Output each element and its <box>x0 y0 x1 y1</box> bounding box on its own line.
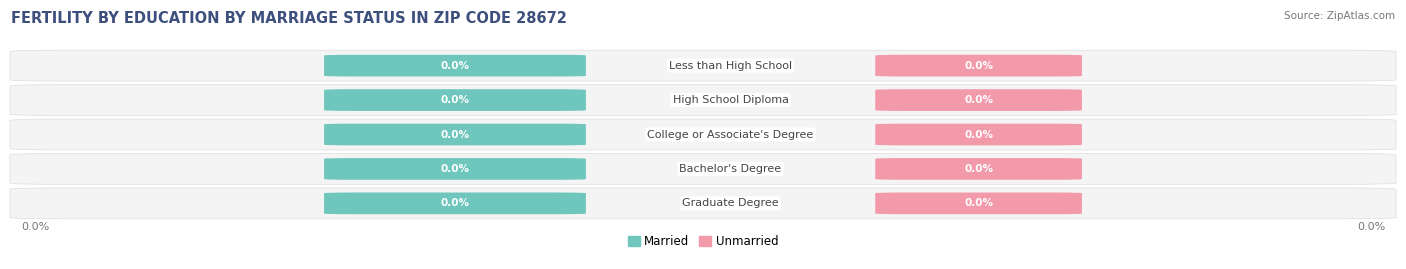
Text: Bachelor's Degree: Bachelor's Degree <box>679 164 782 174</box>
FancyBboxPatch shape <box>10 85 1396 115</box>
Text: Source: ZipAtlas.com: Source: ZipAtlas.com <box>1284 11 1395 21</box>
Text: 0.0%: 0.0% <box>1357 222 1385 232</box>
FancyBboxPatch shape <box>875 89 1083 111</box>
Text: 0.0%: 0.0% <box>440 95 470 105</box>
FancyBboxPatch shape <box>875 158 1083 180</box>
FancyBboxPatch shape <box>875 193 1083 214</box>
Text: 0.0%: 0.0% <box>440 198 470 208</box>
Text: 0.0%: 0.0% <box>965 164 993 174</box>
Text: 0.0%: 0.0% <box>440 164 470 174</box>
FancyBboxPatch shape <box>323 55 586 76</box>
Text: 0.0%: 0.0% <box>965 129 993 140</box>
FancyBboxPatch shape <box>10 188 1396 219</box>
Text: College or Associate's Degree: College or Associate's Degree <box>647 129 814 140</box>
FancyBboxPatch shape <box>875 55 1083 76</box>
Text: 0.0%: 0.0% <box>965 61 993 71</box>
Legend: Married, Unmarried: Married, Unmarried <box>623 230 783 253</box>
FancyBboxPatch shape <box>323 89 586 111</box>
FancyBboxPatch shape <box>10 119 1396 150</box>
Text: High School Diploma: High School Diploma <box>672 95 789 105</box>
Text: 0.0%: 0.0% <box>440 129 470 140</box>
FancyBboxPatch shape <box>323 158 586 180</box>
FancyBboxPatch shape <box>323 124 586 145</box>
FancyBboxPatch shape <box>875 124 1083 145</box>
Text: 0.0%: 0.0% <box>21 222 49 232</box>
FancyBboxPatch shape <box>10 154 1396 184</box>
Text: Less than High School: Less than High School <box>669 61 792 71</box>
Text: 0.0%: 0.0% <box>965 95 993 105</box>
Text: Graduate Degree: Graduate Degree <box>682 198 779 208</box>
Text: FERTILITY BY EDUCATION BY MARRIAGE STATUS IN ZIP CODE 28672: FERTILITY BY EDUCATION BY MARRIAGE STATU… <box>11 11 567 26</box>
FancyBboxPatch shape <box>10 50 1396 81</box>
Text: 0.0%: 0.0% <box>965 198 993 208</box>
FancyBboxPatch shape <box>323 193 586 214</box>
Text: 0.0%: 0.0% <box>440 61 470 71</box>
